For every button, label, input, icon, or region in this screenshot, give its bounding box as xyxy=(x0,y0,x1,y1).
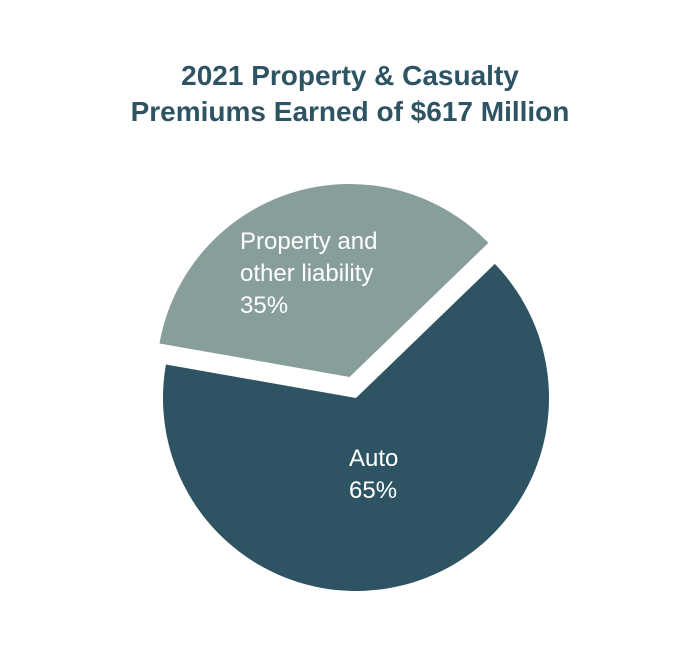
chart-title-line-2: Premiums Earned of $617 Million xyxy=(130,96,570,127)
pie-slice-auto[interactable] xyxy=(162,263,549,592)
slice-label-property: Property and other liability 35% xyxy=(240,228,384,319)
pie-slice-property-and-other-liability[interactable] xyxy=(159,183,489,377)
slice-label-auto-name: Auto xyxy=(349,445,398,472)
chart-title-line-1: 2021 Property & Casualty xyxy=(181,60,519,91)
slice-label-property-line-2: other liability xyxy=(240,260,373,287)
slice-label-auto: Auto 65% xyxy=(349,445,405,504)
slice-label-property-percent: 35% xyxy=(240,292,288,319)
slice-label-property-line-1: Property and xyxy=(240,228,377,255)
chart-title: 2021 Property & Casualty Premiums Earned… xyxy=(0,58,700,130)
slice-label-auto-percent: 65% xyxy=(349,477,397,504)
